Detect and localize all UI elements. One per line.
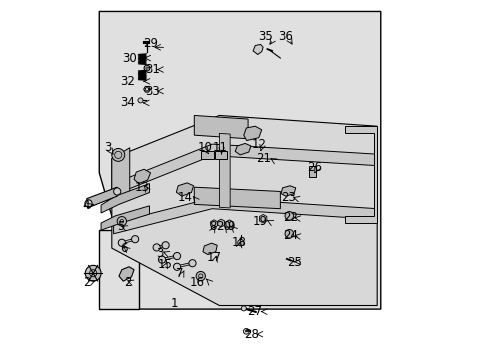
Text: 19: 19 <box>252 215 267 228</box>
Circle shape <box>241 306 246 311</box>
Circle shape <box>131 235 139 243</box>
Text: 30: 30 <box>122 51 137 64</box>
Circle shape <box>158 256 165 263</box>
Polygon shape <box>101 184 149 213</box>
Circle shape <box>112 148 124 161</box>
Text: 15: 15 <box>158 258 173 271</box>
Text: 31: 31 <box>145 63 160 76</box>
Circle shape <box>118 239 125 246</box>
Polygon shape <box>253 44 263 54</box>
Text: 3: 3 <box>156 247 163 260</box>
Text: 13: 13 <box>135 181 149 194</box>
Text: 24: 24 <box>283 229 298 242</box>
Polygon shape <box>344 126 376 223</box>
Circle shape <box>188 260 196 267</box>
Polygon shape <box>219 134 230 208</box>
Polygon shape <box>210 220 217 228</box>
Text: 5: 5 <box>117 220 124 233</box>
Circle shape <box>138 98 142 103</box>
Text: 3: 3 <box>104 141 112 154</box>
Circle shape <box>173 263 180 270</box>
Text: 9: 9 <box>226 220 234 233</box>
Circle shape <box>113 188 121 195</box>
Polygon shape <box>86 187 117 208</box>
Circle shape <box>173 252 180 260</box>
Circle shape <box>237 239 244 246</box>
Bar <box>308 166 316 177</box>
Text: 29: 29 <box>142 36 158 50</box>
Text: 22: 22 <box>283 211 298 224</box>
Polygon shape <box>134 169 150 184</box>
Polygon shape <box>113 144 376 195</box>
Text: 8: 8 <box>209 220 216 233</box>
Polygon shape <box>194 187 280 209</box>
Polygon shape <box>101 206 149 230</box>
Text: 21: 21 <box>256 152 271 165</box>
Text: 28: 28 <box>244 328 258 341</box>
Text: 6: 6 <box>121 242 128 255</box>
Circle shape <box>162 242 169 249</box>
Text: 20: 20 <box>216 220 231 233</box>
Circle shape <box>285 229 293 238</box>
Polygon shape <box>259 215 266 223</box>
Text: 11: 11 <box>212 141 227 154</box>
Polygon shape <box>113 198 376 234</box>
Circle shape <box>85 200 92 207</box>
Text: 33: 33 <box>145 85 160 98</box>
Polygon shape <box>112 116 376 306</box>
Polygon shape <box>244 126 261 140</box>
Text: 2: 2 <box>124 276 131 289</box>
Polygon shape <box>112 148 129 205</box>
Text: 27: 27 <box>247 305 262 318</box>
Circle shape <box>85 265 101 281</box>
Text: 36: 36 <box>278 30 293 43</box>
Text: 35: 35 <box>258 30 273 43</box>
Circle shape <box>196 271 205 281</box>
Polygon shape <box>281 186 295 196</box>
Text: 1: 1 <box>170 297 178 310</box>
Text: 17: 17 <box>206 251 221 264</box>
Polygon shape <box>176 183 193 196</box>
Bar <box>201 151 214 159</box>
Bar <box>99 230 139 309</box>
Polygon shape <box>225 220 232 228</box>
Text: 4: 4 <box>82 199 90 212</box>
Text: 23: 23 <box>281 192 296 204</box>
Circle shape <box>153 244 160 251</box>
Circle shape <box>243 328 249 334</box>
Text: 12: 12 <box>251 138 266 150</box>
Polygon shape <box>99 12 380 309</box>
Text: 10: 10 <box>197 141 212 154</box>
Polygon shape <box>194 116 247 139</box>
Text: 2: 2 <box>83 276 90 289</box>
Text: 26: 26 <box>306 161 321 174</box>
Bar <box>214 151 227 159</box>
Polygon shape <box>203 243 217 255</box>
Text: 14: 14 <box>177 192 192 204</box>
Circle shape <box>285 212 293 220</box>
Text: 7: 7 <box>176 267 183 280</box>
Polygon shape <box>217 219 224 227</box>
Text: 32: 32 <box>120 75 135 88</box>
Text: 16: 16 <box>190 276 204 289</box>
Polygon shape <box>235 143 250 155</box>
Text: 34: 34 <box>120 96 135 109</box>
Text: 25: 25 <box>286 256 302 269</box>
Polygon shape <box>119 267 134 281</box>
Text: 18: 18 <box>231 236 246 249</box>
Circle shape <box>117 217 126 226</box>
